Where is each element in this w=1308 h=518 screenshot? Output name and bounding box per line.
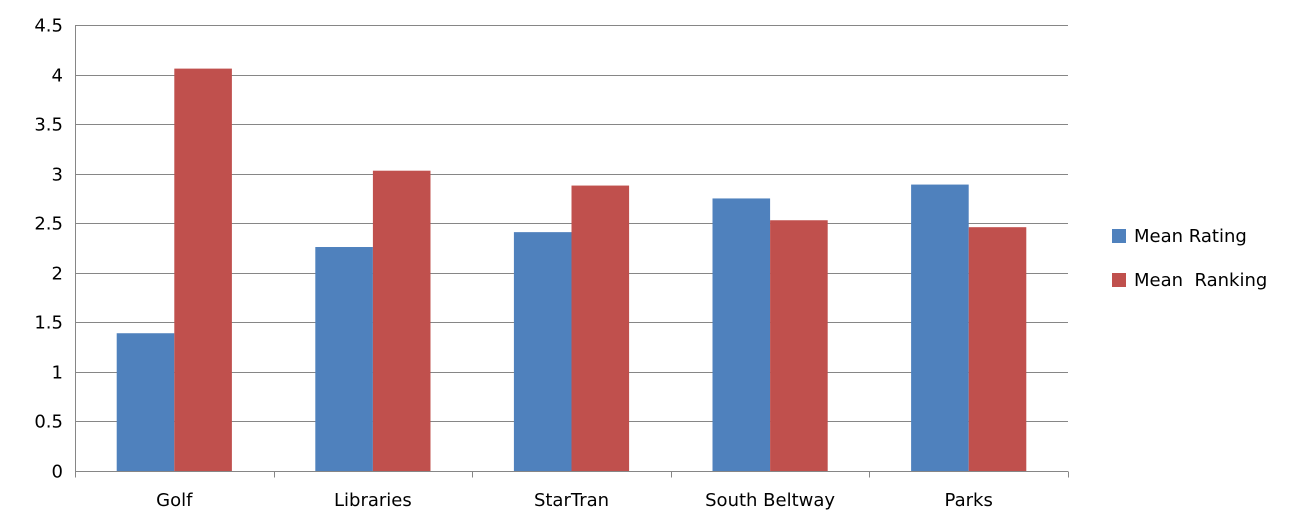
y-tick-label: 4 [52,66,63,87]
bar-mean-ranking-golf [174,68,232,471]
legend-label: Mean Ranking [1134,270,1267,291]
y-tick-label: 2 [52,264,63,285]
x-axis-tick-labels: Golf Libraries StarTran South Beltway Parks [156,490,993,511]
y-tick-label: 3.5 [34,115,63,136]
x-tick-label: Golf [156,490,193,511]
y-tick-label: 0.5 [34,412,63,433]
y-tick-label: 2.5 [34,214,63,235]
bar-mean-ranking-south-beltway [770,220,828,471]
bar-mean-rating-south-beltway [712,198,771,471]
bar-mean-rating-golf [116,333,175,471]
bars [116,68,1027,471]
y-axis-tick-labels: 0 0.5 1 1.5 2 2.5 3 3.5 4 4.5 [34,16,63,483]
legend-label: Mean Rating [1134,226,1247,247]
axes [75,25,1069,478]
x-tick-label: Libraries [334,490,412,511]
y-tick-label: 1.5 [34,313,63,334]
legend: Mean Rating Mean Ranking [1112,226,1267,291]
legend-swatch [1112,229,1126,243]
y-tick-label: 0 [52,462,63,483]
legend-swatch [1112,273,1126,287]
x-tick-label: Parks [945,490,993,511]
y-tick-label: 3 [52,165,63,186]
bar-mean-rating-parks [911,184,969,471]
x-tick-label: South Beltway [705,490,835,511]
bar-mean-ranking-parks [968,227,1027,471]
x-tick-label: StarTran [534,490,609,511]
y-tick-label: 1 [52,363,63,384]
bar-mean-rating-startran [513,232,572,471]
y-tick-label: 4.5 [34,16,63,37]
bar-mean-ranking-libraries [372,170,431,471]
bar-mean-ranking-startran [571,185,630,471]
bar-mean-rating-libraries [315,247,373,471]
